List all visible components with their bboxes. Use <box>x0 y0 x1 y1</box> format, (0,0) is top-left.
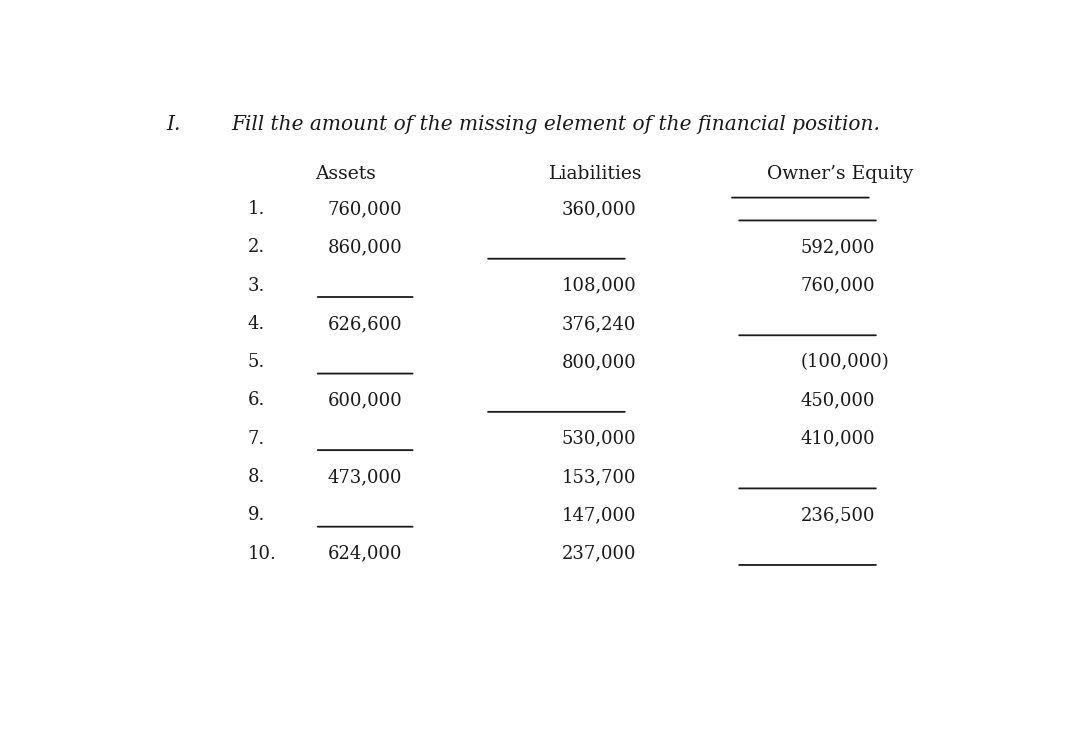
Text: Liabilities: Liabilities <box>550 165 643 183</box>
Text: 473,000: 473,000 <box>327 468 402 486</box>
Text: 800,000: 800,000 <box>562 353 636 371</box>
Text: 376,240: 376,240 <box>562 315 636 333</box>
Text: 6.: 6. <box>248 392 266 410</box>
Text: (100,000): (100,000) <box>800 353 889 371</box>
Text: Assets: Assets <box>315 165 376 183</box>
Text: 10.: 10. <box>248 545 276 562</box>
Text: Fill the amount of the missing element of the financial position.: Fill the amount of the missing element o… <box>231 115 880 134</box>
Text: Owner’s Equity: Owner’s Equity <box>767 165 914 183</box>
Text: 450,000: 450,000 <box>800 392 875 410</box>
Text: 360,000: 360,000 <box>562 200 636 218</box>
Text: 624,000: 624,000 <box>327 545 402 562</box>
Text: 600,000: 600,000 <box>327 392 402 410</box>
Text: 4.: 4. <box>248 315 266 333</box>
Text: 760,000: 760,000 <box>800 277 875 295</box>
Text: 8.: 8. <box>248 468 266 486</box>
Text: 9.: 9. <box>248 506 266 525</box>
Text: 147,000: 147,000 <box>562 506 636 525</box>
Text: 2.: 2. <box>248 238 266 256</box>
Text: 3.: 3. <box>248 277 266 295</box>
Text: I.: I. <box>166 115 181 134</box>
Text: 1.: 1. <box>248 200 266 218</box>
Text: 760,000: 760,000 <box>327 200 402 218</box>
Text: 236,500: 236,500 <box>800 506 875 525</box>
Text: 108,000: 108,000 <box>562 277 636 295</box>
Text: 626,600: 626,600 <box>327 315 402 333</box>
Text: 237,000: 237,000 <box>562 545 636 562</box>
Text: 860,000: 860,000 <box>327 238 402 256</box>
Text: 153,700: 153,700 <box>562 468 636 486</box>
Text: 530,000: 530,000 <box>562 430 636 447</box>
Text: 410,000: 410,000 <box>800 430 875 447</box>
Text: 5.: 5. <box>248 353 266 371</box>
Text: 592,000: 592,000 <box>800 238 875 256</box>
Text: 7.: 7. <box>248 430 266 447</box>
